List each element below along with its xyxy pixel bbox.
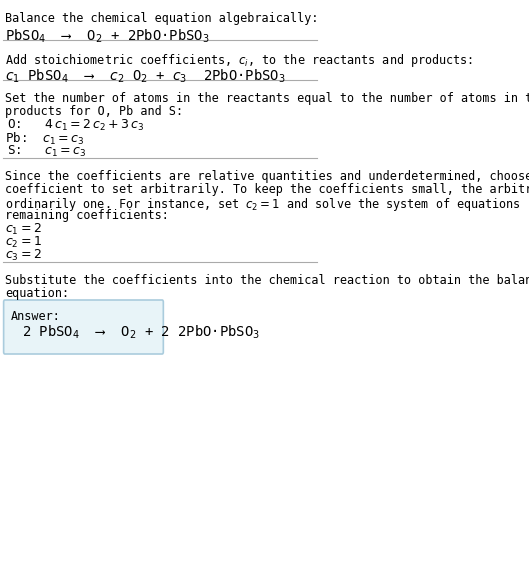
Text: $c_1 = 2$: $c_1 = 2$ bbox=[5, 222, 42, 237]
Text: ordinarily one. For instance, set $c_2 = 1$ and solve the system of equations fo: ordinarily one. For instance, set $c_2 =… bbox=[5, 196, 529, 213]
Text: $c_1$ PbSO$_4$  ⟶  $c_2$ O$_2$ + $c_3$  2PbO·PbSO$_3$: $c_1$ PbSO$_4$ ⟶ $c_2$ O$_2$ + $c_3$ 2Pb… bbox=[5, 68, 286, 85]
FancyBboxPatch shape bbox=[4, 300, 163, 354]
Text: PbSO$_4$  ⟶  O$_2$ + 2PbO·PbSO$_3$: PbSO$_4$ ⟶ O$_2$ + 2PbO·PbSO$_3$ bbox=[5, 28, 209, 45]
Text: Pb:  $c_1 = c_3$: Pb: $c_1 = c_3$ bbox=[5, 131, 84, 147]
Text: Answer:: Answer: bbox=[11, 310, 61, 323]
Text: equation:: equation: bbox=[5, 287, 69, 300]
Text: remaining coefficients:: remaining coefficients: bbox=[5, 209, 169, 222]
Text: Set the number of atoms in the reactants equal to the number of atoms in the: Set the number of atoms in the reactants… bbox=[5, 92, 529, 105]
Text: coefficient to set arbitrarily. To keep the coefficients small, the arbitrary va: coefficient to set arbitrarily. To keep … bbox=[5, 183, 529, 196]
Text: O:   $4\,c_1 = 2\,c_2 + 3\,c_3$: O: $4\,c_1 = 2\,c_2 + 3\,c_3$ bbox=[7, 118, 145, 133]
Text: Since the coefficients are relative quantities and underdetermined, choose a: Since the coefficients are relative quan… bbox=[5, 170, 529, 183]
Text: Add stoichiometric coefficients, $c_i$, to the reactants and products:: Add stoichiometric coefficients, $c_i$, … bbox=[5, 52, 473, 69]
Text: S:   $c_1 = c_3$: S: $c_1 = c_3$ bbox=[7, 144, 87, 159]
Text: Balance the chemical equation algebraically:: Balance the chemical equation algebraica… bbox=[5, 12, 318, 25]
Text: Substitute the coefficients into the chemical reaction to obtain the balanced: Substitute the coefficients into the che… bbox=[5, 274, 529, 287]
Text: products for O, Pb and S:: products for O, Pb and S: bbox=[5, 105, 183, 118]
Text: 2 PbSO$_4$  ⟶  O$_2$ + 2 2PbO·PbSO$_3$: 2 PbSO$_4$ ⟶ O$_2$ + 2 2PbO·PbSO$_3$ bbox=[22, 324, 260, 342]
Text: $c_2 = 1$: $c_2 = 1$ bbox=[5, 235, 42, 250]
Text: $c_3 = 2$: $c_3 = 2$ bbox=[5, 248, 42, 263]
